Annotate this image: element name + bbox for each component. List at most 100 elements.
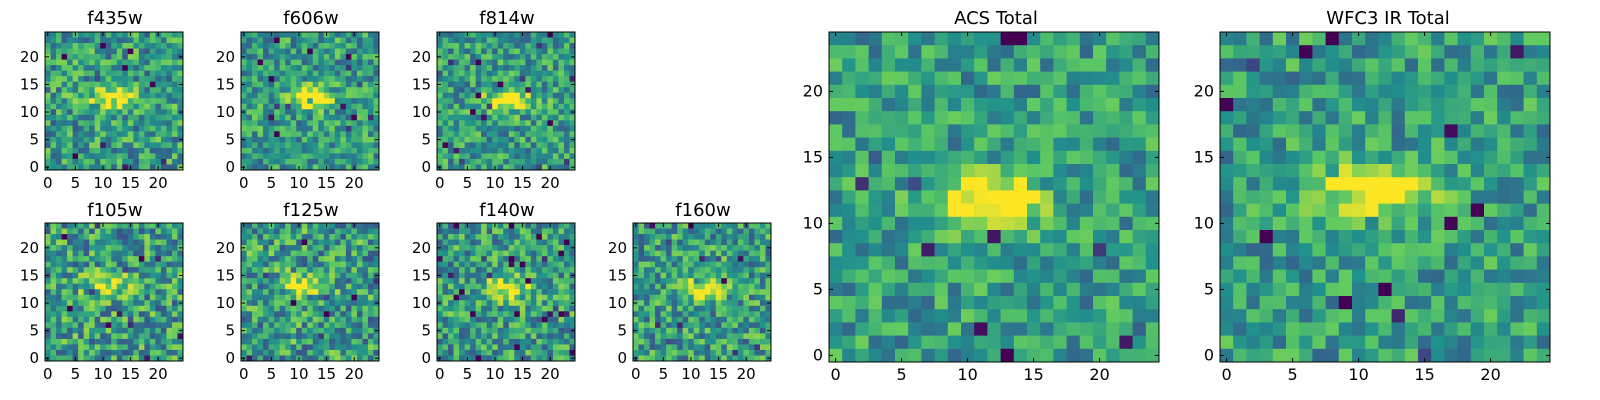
heatmap-cell bbox=[285, 92, 292, 99]
heatmap-cell bbox=[127, 245, 134, 251]
heatmap-cell bbox=[525, 267, 532, 274]
heatmap-cell bbox=[470, 278, 477, 285]
heatmap-cell bbox=[345, 349, 352, 356]
heatmap-cell bbox=[301, 305, 308, 312]
heatmap-cell bbox=[1093, 111, 1107, 125]
heatmap-cell bbox=[285, 59, 292, 66]
heatmap-cell bbox=[351, 322, 358, 329]
heatmap-cell bbox=[475, 65, 482, 72]
heatmap-cell bbox=[842, 45, 856, 59]
heatmap-cell bbox=[961, 203, 975, 218]
heatmap-cell bbox=[105, 349, 112, 356]
heatmap-cell bbox=[312, 70, 319, 77]
x-tick-label: 5 bbox=[463, 174, 473, 192]
heatmap-cell bbox=[530, 294, 537, 301]
heatmap-cell bbox=[530, 261, 537, 268]
heatmap-cell bbox=[279, 103, 286, 110]
x-tick-label: 10 bbox=[681, 365, 700, 383]
heatmap-cell bbox=[177, 239, 184, 246]
heatmap-cell bbox=[100, 256, 107, 263]
heatmap-cell bbox=[464, 92, 471, 99]
heatmap-cell bbox=[726, 267, 733, 274]
heatmap-cell bbox=[177, 48, 184, 55]
heatmap-cell bbox=[367, 76, 374, 83]
heatmap-cell bbox=[514, 142, 521, 149]
heatmap-cell bbox=[459, 355, 465, 362]
heatmap-cell bbox=[362, 120, 369, 127]
heatmap-cell bbox=[351, 147, 358, 154]
y-tick-label: 15 bbox=[20, 266, 39, 284]
heatmap-cell bbox=[340, 305, 347, 312]
heatmap-cell bbox=[252, 158, 258, 165]
y-tick-label: 5 bbox=[29, 131, 39, 149]
heatmap-cell bbox=[345, 327, 352, 334]
heatmap-cell bbox=[481, 327, 488, 334]
heatmap-cell bbox=[563, 103, 570, 110]
heatmap-cell bbox=[459, 278, 465, 285]
heatmap-cell bbox=[373, 338, 380, 345]
heatmap-cell bbox=[296, 87, 303, 94]
heatmap-cell bbox=[329, 158, 336, 165]
heatmap-cell bbox=[177, 256, 184, 263]
heatmap-cell bbox=[50, 294, 57, 301]
heatmap-cell bbox=[155, 239, 162, 246]
heatmap-cell bbox=[868, 45, 883, 59]
heatmap-cell bbox=[470, 272, 477, 279]
heatmap-cell bbox=[737, 228, 744, 235]
heatmap-cell bbox=[633, 344, 639, 351]
heatmap-cell bbox=[536, 103, 543, 110]
heatmap-cell bbox=[710, 349, 717, 356]
heatmap-cell bbox=[732, 228, 739, 235]
heatmap-cell bbox=[127, 311, 134, 318]
heatmap-cell bbox=[525, 164, 532, 171]
heatmap-cell bbox=[765, 349, 772, 356]
heatmap-cell bbox=[78, 98, 85, 105]
heatmap-cell bbox=[61, 300, 68, 307]
x-tick-label: 15 bbox=[709, 365, 728, 383]
heatmap-cell bbox=[257, 278, 264, 285]
heatmap-cell bbox=[530, 37, 537, 44]
heatmap-cell bbox=[356, 267, 363, 274]
heatmap-cell bbox=[127, 338, 134, 345]
heatmap-cell bbox=[56, 267, 62, 274]
heatmap-cell bbox=[448, 344, 454, 351]
heatmap-cell bbox=[329, 43, 336, 49]
heatmap-cell bbox=[127, 114, 134, 121]
heatmap-cell bbox=[541, 316, 548, 323]
heatmap-cell bbox=[67, 153, 73, 160]
heatmap-cell bbox=[116, 316, 123, 323]
heatmap-cell bbox=[138, 43, 145, 49]
heatmap-cell bbox=[177, 147, 184, 154]
heatmap-cell bbox=[61, 109, 68, 116]
heatmap-cell bbox=[155, 81, 162, 88]
heatmap-cell bbox=[274, 272, 281, 279]
heatmap-cell bbox=[1066, 150, 1081, 165]
heatmap-cell bbox=[514, 300, 521, 307]
heatmap-cell bbox=[732, 355, 739, 362]
heatmap-cell bbox=[961, 230, 975, 244]
heatmap-cell bbox=[649, 316, 656, 323]
heatmap-cell bbox=[312, 103, 319, 110]
heatmap-cell bbox=[655, 349, 661, 356]
heatmap-cell bbox=[89, 54, 96, 60]
heatmap-cell bbox=[453, 316, 460, 323]
x-tick-label: 20 bbox=[345, 174, 364, 192]
heatmap-cell bbox=[241, 349, 247, 356]
heatmap-cell bbox=[492, 322, 499, 329]
heatmap-cell bbox=[166, 267, 173, 274]
heatmap-cell bbox=[356, 98, 363, 105]
heatmap-cell bbox=[525, 98, 532, 105]
heatmap-cell bbox=[536, 153, 543, 160]
heatmap-cell bbox=[45, 283, 51, 290]
heatmap-cell bbox=[437, 114, 443, 121]
heatmap-cell bbox=[552, 289, 559, 296]
heatmap-cell bbox=[329, 92, 336, 99]
heatmap-cell bbox=[475, 131, 482, 138]
heatmap-cell bbox=[373, 250, 380, 257]
heatmap-cell bbox=[144, 87, 151, 94]
heatmap-cell bbox=[754, 250, 761, 257]
heatmap-cell bbox=[547, 158, 554, 165]
heatmap-cell bbox=[329, 70, 336, 77]
heatmap-cell bbox=[116, 333, 123, 340]
heatmap-cell bbox=[655, 333, 661, 340]
